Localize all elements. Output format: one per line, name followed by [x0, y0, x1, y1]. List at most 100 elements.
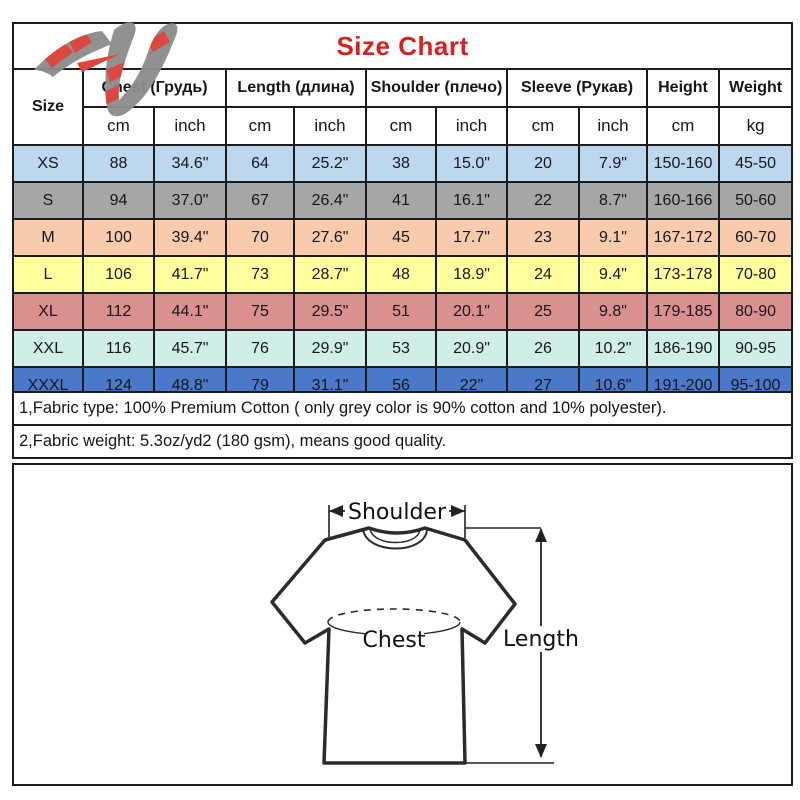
cell: 9.8" — [578, 292, 648, 331]
cell: 45 — [365, 218, 437, 257]
size-cell: M — [12, 218, 84, 257]
col-header-weight: Weight — [717, 68, 794, 108]
fabric-weight-note: 2,Fabric weight: 5.3oz/yd2 (180 gsm), me… — [12, 424, 793, 459]
cell: 16.1" — [435, 181, 508, 220]
cell: 20.9" — [435, 329, 508, 368]
cell: 25 — [506, 292, 580, 331]
cell: 73 — [225, 255, 295, 294]
cell: 9.1" — [578, 218, 648, 257]
cell: 48 — [365, 255, 437, 294]
cell: 179-185 — [646, 292, 720, 331]
cell: 41 — [365, 181, 437, 220]
cell: 18.9" — [435, 255, 508, 294]
col-header-sleeve: Sleeve (Рукав) — [506, 68, 648, 108]
size-cell: XS — [12, 144, 84, 183]
table-unit-row: cm inch cm inch cm inch cm inch cm kg — [13, 106, 794, 146]
cell: 67 — [225, 181, 295, 220]
unit-cell: cm — [225, 106, 295, 146]
cell: 38 — [365, 144, 437, 183]
table-row: XS 88 34.6" 64 25.2" 38 15.0" 20 7.9" 150-16… — [12, 144, 794, 183]
cell: 64 — [225, 144, 295, 183]
cell: 20 — [506, 144, 580, 183]
unit-cell: cm — [506, 106, 580, 146]
cell: 15.0" — [435, 144, 508, 183]
cell: 116 — [82, 329, 155, 368]
cell: 75 — [225, 292, 295, 331]
col-header-height: Height — [646, 68, 720, 108]
cell: 100 — [82, 218, 155, 257]
table-row: S 94 37.0" 67 26.4" 41 16.1" 22 8.7" 160-166… — [12, 181, 794, 220]
col-header-size: Size — [12, 68, 84, 146]
unit-cell: kg — [717, 106, 794, 146]
cell: 76 — [225, 329, 295, 368]
note-text: 1,Fabric type: 100% Premium Cotton ( onl… — [19, 399, 667, 417]
cell: 7.9" — [578, 144, 648, 183]
table-header-row: Size Chest (Грудь) Length (длина) Should… — [12, 68, 794, 146]
cell: 23 — [506, 218, 580, 257]
table-title-row: Size Chart — [11, 22, 794, 70]
size-cell: L — [12, 255, 84, 294]
cell: 94 — [82, 181, 155, 220]
cell: 34.6" — [153, 144, 227, 183]
table-row: XL 112 44.1" 75 29.5" 51 20.1" 25 9.8" 179-1… — [12, 292, 794, 331]
cell: 29.9" — [293, 329, 367, 368]
cell: 20.1" — [435, 292, 508, 331]
chest-label: Chest — [363, 628, 426, 653]
cell: 70-80 — [717, 255, 794, 294]
cell: 160-166 — [646, 181, 720, 220]
cell: 80-90 — [717, 292, 794, 331]
cell: 45-50 — [717, 144, 794, 183]
cell: 28.7" — [293, 255, 367, 294]
chart-title-cell: Size Chart — [11, 22, 794, 70]
col-header-shoulder: Shoulder (плечо) — [365, 68, 508, 108]
cell: 29.5" — [293, 292, 367, 331]
unit-cell: cm — [365, 106, 437, 146]
size-cell: XXL — [12, 329, 84, 368]
cell: 26 — [506, 329, 580, 368]
cell: 167-172 — [646, 218, 720, 257]
cell: 112 — [82, 292, 155, 331]
unit-cell: inch — [153, 106, 227, 146]
cell: 60-70 — [717, 218, 794, 257]
shoulder-label: Shoulder — [348, 500, 447, 525]
size-table: Size Chart Size Chest (Грудь) Length (дл… — [11, 22, 794, 405]
cell: 51 — [365, 292, 437, 331]
col-header-length: Length (длина) — [225, 68, 367, 108]
cell: 24 — [506, 255, 580, 294]
length-label: Length — [503, 627, 579, 652]
cell: 10.2" — [578, 329, 648, 368]
unit-cell: inch — [293, 106, 367, 146]
unit-cell: inch — [435, 106, 508, 146]
table-row: XXL 116 45.7" 76 29.9" 53 20.9" 26 10.2" 186… — [12, 329, 794, 368]
cell: 106 — [82, 255, 155, 294]
cell: 53 — [365, 329, 437, 368]
cell: 9.4" — [578, 255, 648, 294]
cell: 88 — [82, 144, 155, 183]
cell: 70 — [225, 218, 295, 257]
unit-cell: cm — [646, 106, 720, 146]
cell: 41.7" — [153, 255, 227, 294]
v-brand-logo-icon — [34, 22, 178, 117]
cell: 45.7" — [153, 329, 227, 368]
table-row: M 100 39.4" 70 27.6" 45 17.7" 23 9.1" 167-17… — [12, 218, 794, 257]
cell: 22 — [506, 181, 580, 220]
cell: 50-60 — [717, 181, 794, 220]
tshirt-diagram-icon: Shoulder Chest Length — [270, 498, 579, 765]
cell: 17.7" — [435, 218, 508, 257]
cell: 186-190 — [646, 329, 720, 368]
cell: 26.4" — [293, 181, 367, 220]
page-title: Size Chart — [336, 30, 469, 61]
fabric-type-note: 1,Fabric type: 100% Premium Cotton ( onl… — [12, 391, 793, 426]
cell: 173-178 — [646, 255, 720, 294]
cell: 90-95 — [717, 329, 794, 368]
cell: 8.7" — [578, 181, 648, 220]
cell: 25.2" — [293, 144, 367, 183]
size-cell: S — [12, 181, 84, 220]
cell: 27.6" — [293, 218, 367, 257]
unit-cell: inch — [578, 106, 648, 146]
table-row: L 106 41.7" 73 28.7" 48 18.9" 24 9.4" 173-17… — [12, 255, 794, 294]
measurement-diagram: Shoulder Chest Length — [12, 463, 793, 786]
cell: 39.4" — [153, 218, 227, 257]
cell: 44.1" — [153, 292, 227, 331]
